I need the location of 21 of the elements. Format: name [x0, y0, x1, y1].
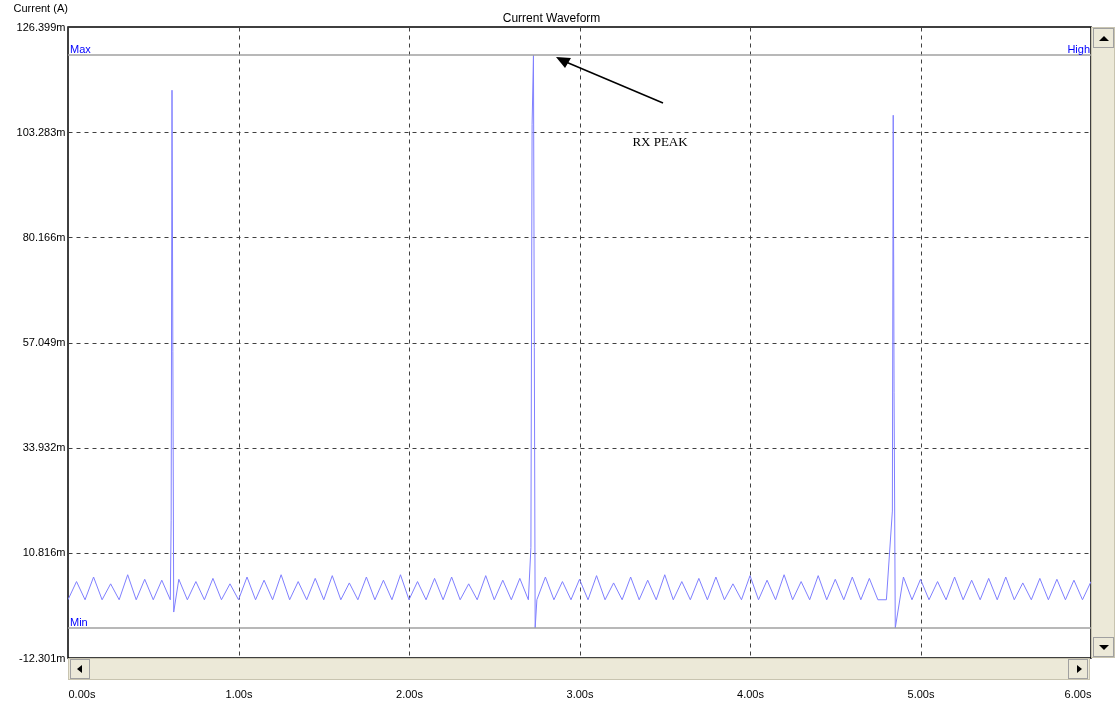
annotation: RX PEAK: [632, 134, 689, 149]
ref-line-label: Min: [70, 616, 88, 629]
y-tick-label: 126.399m: [16, 20, 66, 33]
x-tick-label: 2.00s: [396, 687, 424, 700]
y-tick-label: 80.166m: [22, 230, 66, 243]
x-tick-label: 3.00s: [566, 687, 594, 700]
x-tick-label: 6.00s: [1064, 687, 1092, 700]
y-axis-title: Current (A): [13, 1, 68, 14]
y-tick-label: 10.816m: [22, 546, 66, 559]
chart-title: Current Waveform: [502, 11, 601, 25]
y-tick-label: -12.301m: [19, 651, 66, 664]
y-tick-label: 103.283m: [16, 125, 66, 138]
annotation: High: [1067, 43, 1090, 56]
x-tick-label: 5.00s: [907, 687, 935, 700]
y-tick-label: 33.932m: [22, 441, 66, 454]
ref-line-label: Max: [70, 43, 92, 56]
x-tick-label: 0.00s: [68, 687, 96, 700]
y-tick-label: 57.049m: [22, 336, 66, 348]
line-series: [68, 54, 1091, 629]
x-tick-label: 4.00s: [737, 687, 765, 700]
x-tick-label: 1.00s: [225, 687, 253, 700]
